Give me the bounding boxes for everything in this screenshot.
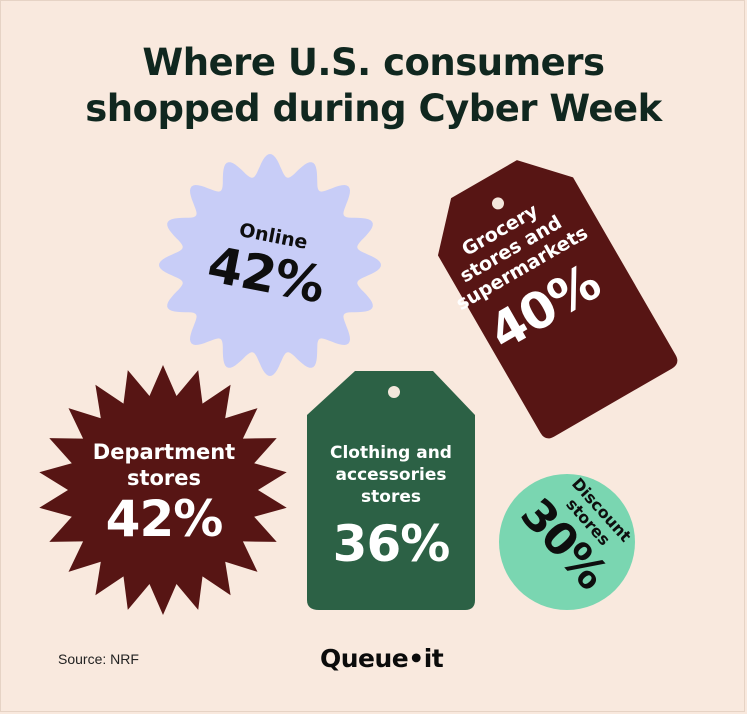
clothing-name-line-3: stores <box>361 487 421 507</box>
grocery-tag-hole <box>492 197 504 210</box>
grocery-tag-body <box>437 160 678 439</box>
title-line-1: Where U.S. consumers <box>142 41 605 84</box>
title-line-2: shopped during Cyber Week <box>85 87 662 130</box>
clothing-tag-hole <box>388 386 400 398</box>
department-name-line-2: stores <box>126 466 202 490</box>
clothing-name-line-1: Clothing and <box>330 443 452 463</box>
source-note: Source: NRF <box>58 651 139 667</box>
queue-it-logo: Queue•it <box>320 644 444 673</box>
department-name-line-1: Department <box>92 440 236 464</box>
clothing-label: Clothing and accessories stores 36% <box>311 442 471 572</box>
clothing-price-tag <box>307 371 475 610</box>
grocery-price-tag <box>437 160 678 439</box>
department-value: 42% <box>105 490 224 548</box>
department-starburst <box>39 365 287 615</box>
clothing-value: 36% <box>332 515 451 573</box>
department-label: Department stores 42% <box>74 439 254 547</box>
chart-title: Where U.S. consumers shopped during Cybe… <box>0 40 747 132</box>
clothing-name-line-2: accessories <box>335 465 447 485</box>
discount-circle <box>499 474 635 610</box>
online-scalloped-badge <box>159 154 381 376</box>
